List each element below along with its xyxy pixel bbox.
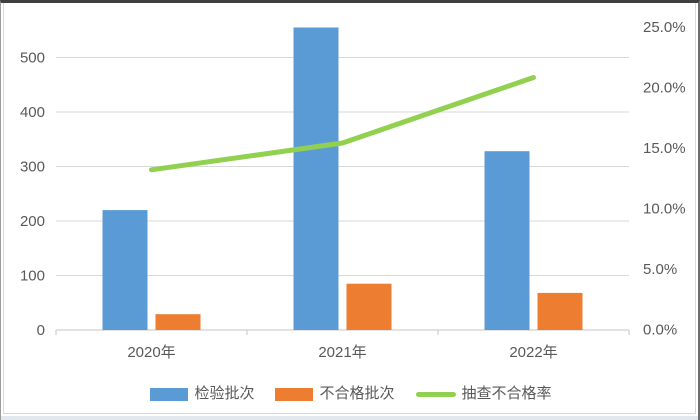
- x-axis: 2020年 2021年 2022年: [127, 344, 557, 361]
- bar-不合格批次-2020年: [155, 314, 201, 330]
- y-right-tick-10: 10.0%: [643, 201, 686, 218]
- chart-border: [3, 3, 696, 414]
- y-left-tick-100: 100: [20, 268, 45, 285]
- y-left-tick-500: 500: [20, 50, 45, 67]
- blue-bar-swatch-icon: [150, 387, 189, 401]
- bar-检验批次-2020年: [102, 210, 148, 330]
- y-right-tick-5: 5.0%: [643, 261, 677, 278]
- legend-label: 检验批次: [194, 385, 255, 402]
- y-left-tick-200: 200: [20, 213, 45, 230]
- orange-bar-swatch-icon: [275, 387, 314, 401]
- bar-检验批次-2021年: [293, 27, 339, 330]
- bar-不合格批次-2022年: [537, 292, 583, 330]
- y-axis-left: 0 100 200 300 400 500: [20, 50, 45, 340]
- green-line-swatch-icon: [415, 391, 456, 397]
- bottom-edge-strip: [1, 416, 698, 420]
- legend-label: 不合格批次: [319, 385, 395, 402]
- x-tick-2021: 2021年: [318, 344, 366, 361]
- legend-label: 抽查不合格率: [461, 385, 552, 402]
- x-tick-2020: 2020年: [127, 344, 175, 361]
- y-right-tick-20: 20.0%: [643, 80, 686, 97]
- combo-chart-plot: 0 100 200 300 400 500 0.0% 5.0% 10.0% 15…: [20, 19, 686, 361]
- bar-不合格批次-2021年: [346, 283, 392, 330]
- y-left-tick-300: 300: [20, 159, 45, 176]
- bar-series: [102, 27, 583, 330]
- bar-检验批次-2022年: [484, 151, 530, 330]
- y-axis-right: 0.0% 5.0% 10.0% 15.0% 20.0% 25.0%: [643, 19, 686, 339]
- legend: 检验批次 不合格批次 抽查不合格率: [1, 385, 698, 403]
- y-right-tick-25: 25.0%: [643, 19, 686, 36]
- y-right-tick-15: 15.0%: [643, 140, 686, 157]
- legend-item-failed-batches: 不合格批次: [275, 385, 395, 403]
- y-left-tick-0: 0: [37, 322, 45, 339]
- legend-item-inspected-batches: 检验批次: [150, 385, 254, 403]
- x-tick-2022: 2022年: [509, 344, 557, 361]
- legend-item-failure-rate: 抽查不合格率: [415, 385, 552, 403]
- gridlines: [55, 57, 630, 335]
- rate-line: [149, 75, 536, 173]
- rate-line-series: [149, 75, 536, 173]
- y-left-tick-400: 400: [20, 104, 45, 121]
- y-right-tick-0: 0.0%: [643, 322, 677, 339]
